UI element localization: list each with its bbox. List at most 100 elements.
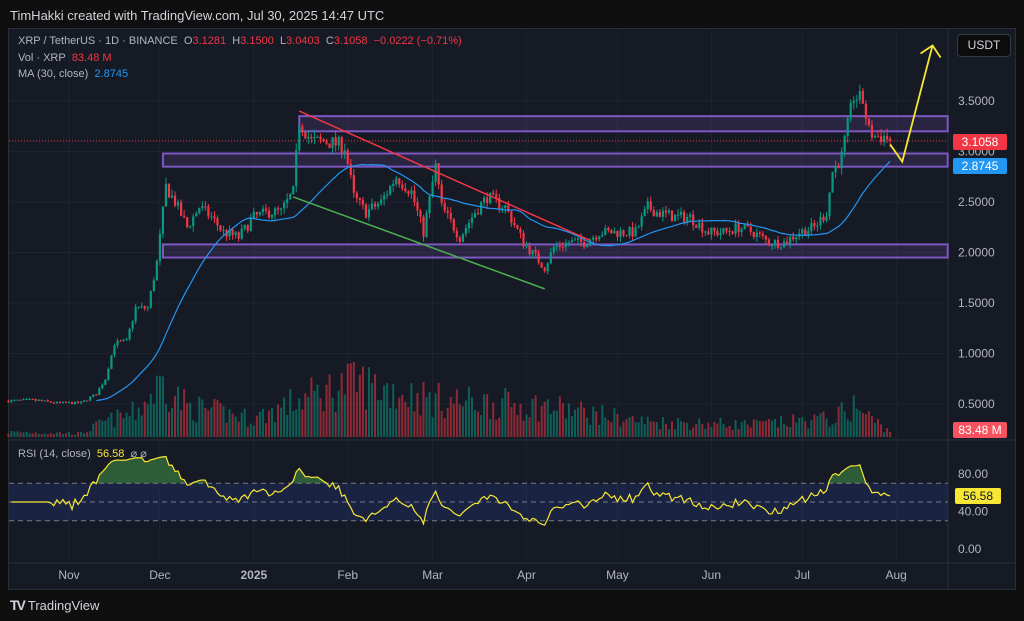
volume-bar [610,422,613,437]
volume-bar [801,417,804,437]
candle-body [501,208,504,210]
support-resistance-zone [298,115,949,133]
candle-body [570,240,574,243]
volume-bar [198,396,201,437]
volume-bar [764,420,767,437]
chart-attribution: TimHakki created with TradingView.com, J… [10,8,385,23]
rsi-overbought-fill [835,473,839,484]
volume-bar [249,423,252,437]
volume-bar [295,409,298,437]
high-label: H [232,35,241,47]
volume-bar [477,411,480,437]
volume-bar [683,422,686,437]
volume-bar [652,421,655,437]
candle-body [825,216,828,221]
volume-bar [304,393,307,437]
candle-body [507,205,510,212]
volume-bar [98,419,101,437]
candle-body [607,228,610,231]
candle-body [819,216,822,226]
candle-body [528,245,531,255]
candle-body [846,118,849,136]
open-value: 3.1281 [192,35,227,47]
candle-body [207,206,210,217]
candle-body [710,227,713,235]
volume-bar [628,417,631,437]
currency-button[interactable]: USDT [957,34,1011,57]
volume-bar [40,434,43,437]
rsi-settings-icons[interactable]: ⌀ ⌀ [130,448,147,460]
tradingview-brand: TradingView [27,597,100,613]
volume-bar [404,402,407,437]
tradingview-logo[interactable]: TV TradingView [10,597,99,613]
volume-bar [543,401,546,437]
volume-bar [110,412,113,437]
candle-body [786,241,789,244]
volume-bar [113,427,116,437]
volume-bar [798,417,801,437]
volume-bar [719,417,722,437]
volume-bar [68,431,70,437]
candle-body [431,181,434,196]
volume-bar [422,381,425,437]
candle-body [158,233,161,262]
volume-bar [622,421,625,437]
volume-bar [534,395,537,437]
candle-body [34,399,37,401]
volume-bar [337,390,340,437]
volume-bar [649,421,652,437]
moving-average-line [96,160,891,402]
candle-body [486,197,489,204]
volume-bar [289,389,292,437]
volume-bar [873,422,876,437]
volume-bar [16,431,19,437]
volume-bar [537,421,540,437]
candle-body [658,212,661,217]
volume-bar [722,423,725,437]
open-label: O [183,35,193,47]
candle-body [595,237,598,240]
volume-bar [737,429,740,437]
volume-bar [807,428,810,437]
volume-bar [786,426,789,437]
candle-body [864,103,867,119]
candle-body [307,136,310,139]
volume-bar [152,404,155,437]
candle-body [152,280,155,291]
rsi-overbought-fill [147,459,151,484]
candle-body [192,216,195,227]
volume-bar [207,410,210,437]
volume-bar [470,397,473,437]
support-resistance-zone [161,243,949,259]
volume-bar [558,396,561,437]
candle-body [458,237,461,242]
volume-bar [461,406,464,437]
ma-label[interactable]: MA (30, close) [18,68,89,80]
candle-body [270,215,274,218]
volume-bar [586,417,589,437]
candle-body [682,211,686,223]
candle-body [146,307,149,309]
candle-body [707,231,710,235]
volume-bar [13,431,16,437]
candle-body [131,321,134,329]
volume-bar [810,420,813,437]
volume-bar [861,412,864,437]
candle-body [349,163,352,176]
volume-label[interactable]: Vol · XRP [18,52,66,64]
price-tick-label: 1.0000 [958,347,995,361]
candle-body [243,225,246,229]
volume-bar [343,394,346,437]
candle-body [70,402,74,405]
candle-body [101,384,104,389]
rsi-label[interactable]: RSI (14, close) [18,448,91,460]
volume-bar [883,432,886,437]
candle-body [413,190,416,203]
volume-bar [492,402,495,437]
volume-bar [186,403,189,437]
candle-body [613,230,616,234]
symbol-name[interactable]: XRP / TetherUS · 1D · BINANCE [18,35,178,47]
candle-body [28,398,31,400]
support-resistance-zone [161,152,949,168]
